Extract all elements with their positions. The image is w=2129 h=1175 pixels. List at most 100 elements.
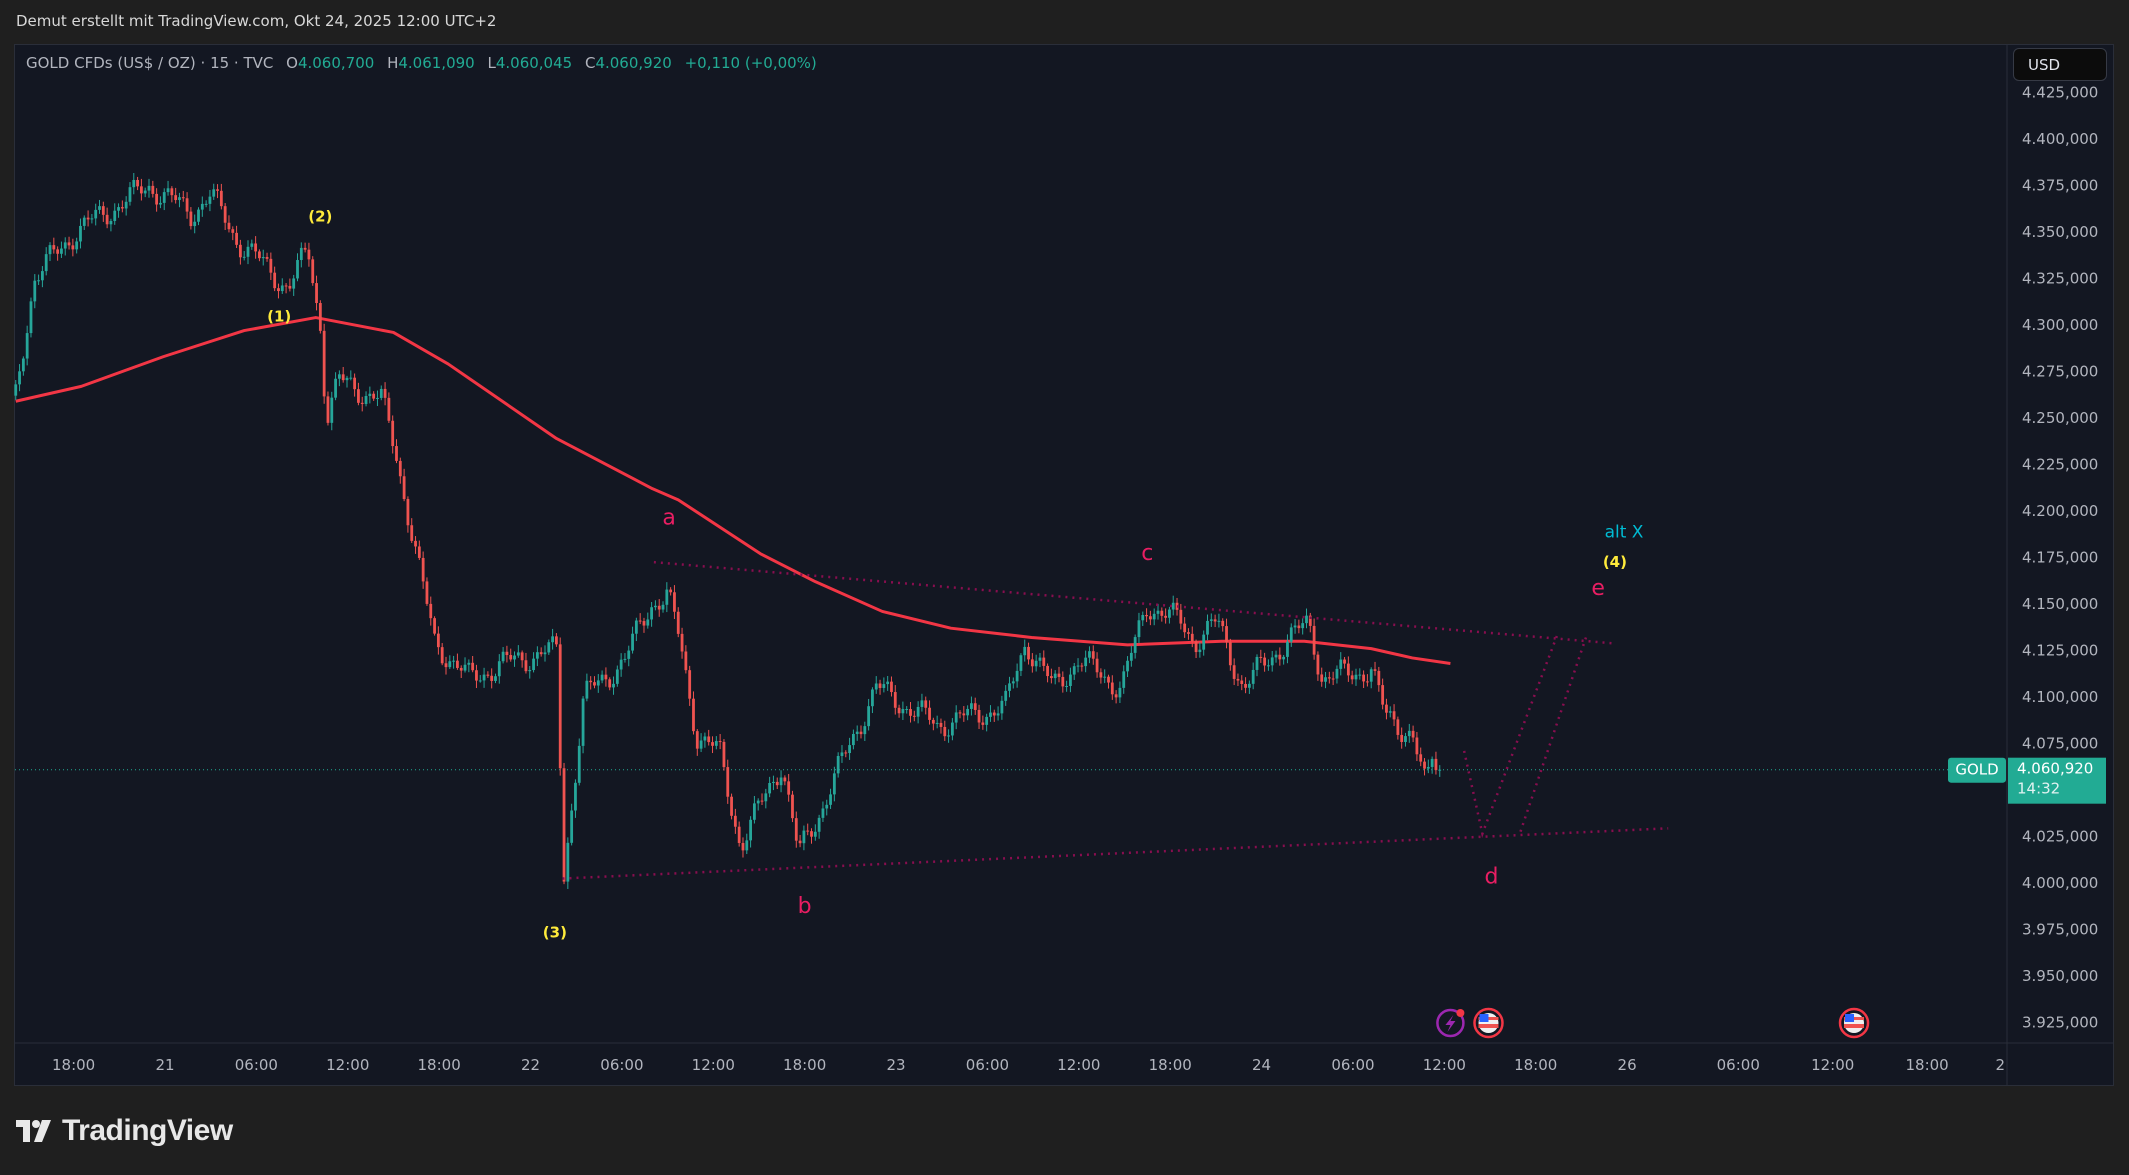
price-tick-label: 4.375,000 xyxy=(2022,177,2098,195)
candle-body xyxy=(505,651,509,656)
candle-body xyxy=(958,712,962,714)
projection-d-e[interactable] xyxy=(1462,635,1559,839)
candle-body xyxy=(509,655,513,660)
candle-body xyxy=(1358,674,1362,676)
candle-body xyxy=(1270,657,1274,666)
candle-body xyxy=(619,659,623,670)
candle-body xyxy=(1331,678,1335,680)
candle-body xyxy=(1000,700,1004,714)
wave-label: a xyxy=(662,505,675,530)
candle-body xyxy=(768,782,772,794)
candle-body xyxy=(654,605,657,608)
candle-body xyxy=(1084,657,1088,667)
candle-body xyxy=(1297,625,1301,629)
candle-body xyxy=(1103,676,1107,678)
candle-body xyxy=(132,179,136,188)
candle-body xyxy=(992,712,996,716)
candle-body xyxy=(1049,676,1053,679)
candle-body xyxy=(1327,677,1331,679)
candle-body xyxy=(1415,737,1419,755)
wave-label: e xyxy=(1591,576,1605,601)
candle-body xyxy=(1350,675,1354,680)
candle-body xyxy=(475,670,478,681)
symbol-legend[interactable]: GOLD CFDs (US$ / OZ) · 15 · TVC O4.060,7… xyxy=(26,54,817,72)
candle-body xyxy=(1240,680,1244,685)
time-tick-label: 21 xyxy=(155,1056,174,1074)
projection-alt[interactable] xyxy=(1519,637,1588,833)
candle-body xyxy=(269,258,273,273)
candle-body xyxy=(383,388,387,398)
candle-body xyxy=(395,446,398,461)
price-tick-label: 4.075,000 xyxy=(2022,735,2098,753)
lower-trendline[interactable] xyxy=(562,827,1669,880)
time-axis[interactable]: 18:00 21 06:00 12:00 18:00 22 06:00 12:00 18:00 2… xyxy=(52,1056,2005,1074)
time-tick-label: 06:00 xyxy=(600,1056,643,1074)
candle-body xyxy=(341,374,345,381)
candle-body xyxy=(494,676,497,681)
candle-body xyxy=(1426,766,1430,769)
candle-body xyxy=(299,247,303,261)
candle-body xyxy=(524,660,528,672)
candle-body xyxy=(334,378,337,398)
candle-body xyxy=(1156,610,1160,614)
candle-body xyxy=(1289,627,1293,642)
bar-countdown: 14:32 xyxy=(2017,780,2060,798)
candle-body xyxy=(970,703,973,709)
candle-body xyxy=(1236,678,1240,681)
candle-body xyxy=(722,741,726,768)
candle-body xyxy=(280,285,284,292)
candle-body xyxy=(1194,641,1198,653)
candle-body xyxy=(600,674,604,681)
candle-body xyxy=(250,243,254,247)
wave-label: (1) xyxy=(267,308,291,326)
candle-body xyxy=(676,611,680,634)
candle-body xyxy=(471,662,475,671)
candle-body xyxy=(337,374,341,379)
candle-body xyxy=(1072,666,1076,675)
time-tick-label: 06:00 xyxy=(1331,1056,1374,1074)
candle-body xyxy=(258,251,261,259)
tradingview-logo[interactable]: TradingView xyxy=(16,1114,233,1148)
high-label: H xyxy=(387,54,399,72)
price-axis[interactable]: 4.425,000 4.400,000 4.375,000 4.350,000 4.32… xyxy=(2022,84,2098,1032)
us-flag-icon[interactable] xyxy=(1838,1007,1870,1039)
candle-body xyxy=(532,658,535,671)
candle-body xyxy=(802,830,806,844)
candle-body xyxy=(254,243,258,252)
trendlines-layer[interactable] xyxy=(562,560,1669,880)
candle-body xyxy=(1419,754,1423,762)
chart-panel[interactable] xyxy=(14,44,2114,1086)
events-layer[interactable] xyxy=(1436,1007,1870,1039)
candle-body xyxy=(916,706,920,717)
candle-body xyxy=(1423,761,1426,769)
price-tick-label: 4.125,000 xyxy=(2022,642,2098,660)
candle-body xyxy=(1244,684,1247,688)
currency-button[interactable]: USD xyxy=(2013,48,2107,81)
candle-body xyxy=(1107,676,1110,683)
us-flag-icon[interactable] xyxy=(1473,1007,1504,1039)
candle-body xyxy=(893,692,897,708)
candle-body xyxy=(1213,619,1217,622)
candle-body xyxy=(29,301,33,334)
candle-body xyxy=(345,377,349,381)
lightning-icon[interactable] xyxy=(1436,1008,1465,1038)
candle-body xyxy=(566,842,570,882)
candle-body xyxy=(714,741,718,746)
time-tick-label: 23 xyxy=(886,1056,905,1074)
candle-body xyxy=(703,736,707,741)
candle-body xyxy=(307,249,311,260)
candle-body xyxy=(692,698,695,732)
candle-body xyxy=(707,736,711,743)
candle-body xyxy=(688,670,692,699)
candle-body xyxy=(985,716,989,725)
candle-body xyxy=(905,709,909,711)
candle-body xyxy=(1335,668,1339,679)
candle-body xyxy=(406,499,410,526)
candle-body xyxy=(867,706,871,727)
candle-body xyxy=(1118,687,1122,698)
candle-body xyxy=(1282,656,1286,660)
candle-body xyxy=(185,198,189,212)
candle-body xyxy=(878,683,882,688)
candle-body xyxy=(589,680,593,683)
